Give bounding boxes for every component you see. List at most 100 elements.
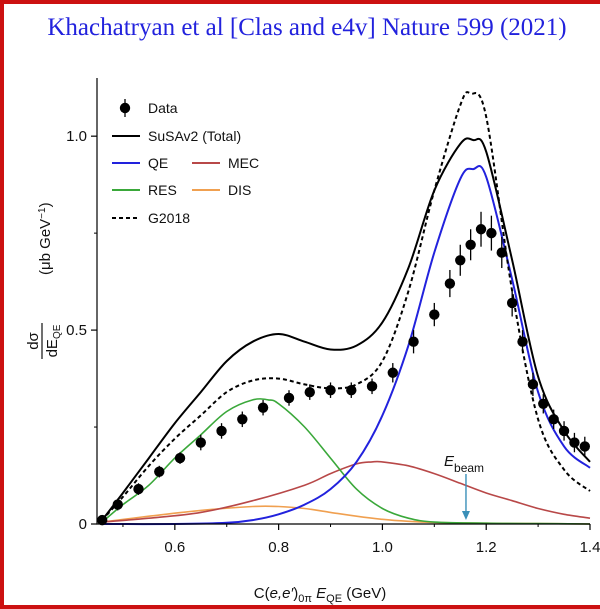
data-point — [133, 483, 144, 495]
legend-label: RES — [148, 182, 177, 198]
data-point — [366, 378, 378, 395]
data-marker — [216, 425, 227, 437]
data-point — [283, 390, 295, 406]
y-label-numerator: dσ — [25, 331, 42, 349]
data-marker — [496, 247, 507, 258]
data-marker — [304, 386, 315, 398]
y-label-unit-text: (μb GeV — [37, 219, 54, 275]
data-point — [408, 330, 419, 354]
annotation: Ebeam — [444, 453, 484, 520]
y-label-unit: (μb GeV−1) — [37, 202, 54, 275]
data-point — [325, 382, 336, 398]
data-point — [496, 237, 507, 269]
data-marker — [96, 514, 108, 526]
axes-layer: 0.6 0.8 1.0 1.2 1.4 0 0.5 1.0 — [66, 78, 600, 556]
series-res-line — [101, 398, 591, 525]
annotation-e: E — [444, 453, 455, 470]
legend-item-dis: DIS — [192, 182, 251, 198]
data-marker — [548, 414, 559, 425]
data-marker — [429, 309, 440, 320]
y-tick-label: 1.0 — [66, 128, 87, 145]
series-layer — [101, 91, 591, 526]
data-marker — [506, 297, 518, 309]
data-marker — [444, 278, 456, 289]
data-marker — [174, 452, 186, 464]
data-marker — [475, 224, 487, 235]
data-point — [486, 215, 497, 251]
legend-marker — [119, 102, 131, 114]
data-point — [112, 498, 123, 511]
data-marker — [465, 239, 476, 250]
data-point — [506, 289, 518, 317]
x-tick-label: 1.2 — [476, 539, 497, 556]
legend-label: SuSAv2 (Total) — [148, 128, 241, 144]
data-marker — [527, 379, 539, 390]
data-point — [429, 302, 440, 327]
x-label-part: E — [312, 585, 327, 602]
data-layer — [96, 211, 591, 526]
data-marker — [486, 227, 497, 239]
series-susav2-line — [101, 137, 591, 521]
data-point — [216, 423, 227, 439]
data-marker — [325, 385, 336, 396]
data-point — [455, 244, 466, 276]
y-label-den: dE — [44, 339, 61, 357]
x-label-part: ) — [293, 585, 298, 602]
y-tick-label: 0 — [79, 516, 87, 533]
x-label-sub: QE — [326, 593, 342, 605]
legend-item-g2018: G2018 — [112, 210, 190, 226]
legend: Data SuSAv2 (Total) QE MEC RES DIS G2018 — [112, 99, 259, 226]
data-marker — [558, 425, 570, 437]
y-label-den-sub: QE — [52, 324, 63, 339]
x-tick-label: 1.4 — [580, 539, 600, 556]
data-point — [96, 514, 108, 526]
data-point — [174, 452, 186, 464]
data-marker — [154, 466, 165, 477]
data-marker — [195, 437, 206, 448]
annotation-sub: beam — [454, 461, 484, 475]
data-marker — [569, 437, 580, 448]
y-label-unit-end: ) — [37, 202, 54, 207]
data-point — [569, 432, 580, 453]
data-marker — [387, 367, 398, 378]
x-label-part: e,e′ — [270, 585, 295, 602]
series-mec-line — [102, 460, 591, 523]
data-point — [527, 372, 539, 397]
y-tick-label: 0.5 — [66, 322, 87, 339]
data-point — [538, 394, 549, 414]
data-point — [548, 409, 559, 429]
y-label-unit-sup: −1 — [37, 207, 48, 219]
data-marker — [257, 402, 269, 413]
legend-label: QE — [148, 155, 168, 171]
x-axis-label: C(e,e′)0π EQE (GeV) — [254, 585, 387, 605]
y-label-denominator: dEQE — [44, 324, 63, 357]
annotation-arrow-head — [461, 511, 470, 520]
x-tick-label: 1.0 — [372, 539, 393, 556]
data-point — [558, 421, 570, 441]
data-marker — [408, 336, 419, 347]
x-tick-label: 0.6 — [164, 539, 185, 556]
data-point — [475, 211, 487, 247]
data-point — [346, 382, 357, 398]
x-label-sub: 0π — [298, 593, 312, 605]
data-point — [579, 436, 591, 457]
legend-item-qe: QE — [112, 155, 168, 171]
data-point — [237, 411, 248, 428]
annotation-label: Ebeam — [444, 453, 484, 475]
data-point — [195, 434, 206, 451]
data-point — [465, 229, 476, 261]
x-tick-label: 0.8 — [268, 539, 289, 556]
data-point — [387, 363, 398, 383]
legend-item-data: Data — [119, 99, 178, 117]
legend-label: DIS — [228, 182, 251, 198]
banner-title: Khachatryan et al [Clas and e4v] Nature … — [47, 14, 567, 41]
legend-label: Data — [148, 100, 178, 116]
data-marker — [133, 483, 144, 495]
data-marker — [455, 255, 466, 266]
legend-item-susav2: SuSAv2 (Total) — [112, 128, 241, 144]
legend-label: G2018 — [148, 210, 190, 226]
data-marker — [538, 398, 549, 409]
legend-item-mec: MEC — [192, 155, 259, 171]
